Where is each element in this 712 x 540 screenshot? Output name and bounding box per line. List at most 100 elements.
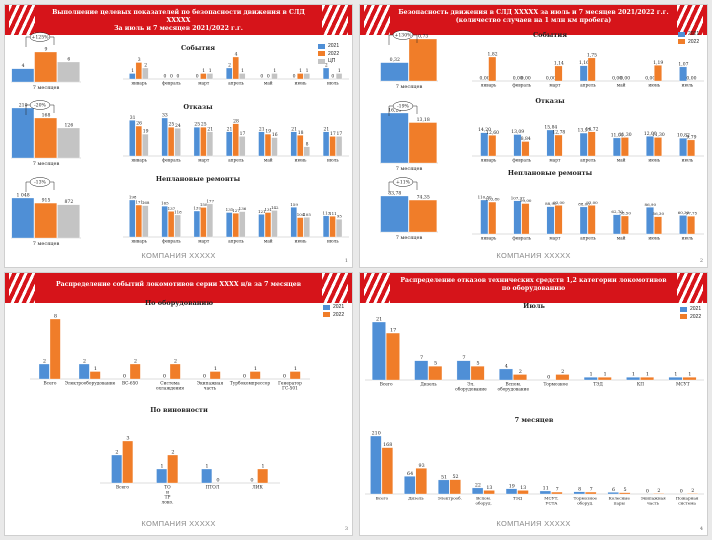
tick-label: январь	[481, 237, 497, 242]
bar	[226, 131, 233, 157]
bar	[89, 371, 101, 380]
tick-label: оборудование	[498, 388, 530, 393]
bar	[200, 127, 207, 157]
tick-label: май	[264, 82, 273, 87]
tick-label: июнь	[295, 159, 307, 164]
data-label: 168	[42, 113, 51, 119]
bar	[232, 123, 239, 157]
data-label: 0	[203, 374, 206, 380]
tick-label: система	[678, 501, 696, 506]
data-label: 1	[241, 68, 244, 74]
bar	[456, 360, 471, 381]
tick-label: и	[166, 491, 169, 496]
data-label: 0,00	[513, 76, 523, 82]
data-label: 0,32	[390, 57, 400, 63]
legend-swatch	[323, 304, 330, 310]
bar	[232, 213, 239, 238]
data-label: 1	[632, 372, 635, 378]
data-label: 11,00	[611, 132, 624, 138]
bar	[449, 479, 461, 495]
bar	[193, 210, 201, 238]
legend-swatch	[678, 31, 685, 37]
data-label: 83,78	[388, 191, 401, 197]
data-label: 0	[123, 374, 126, 380]
tick-label: май	[264, 240, 273, 245]
tick-label: май	[617, 159, 626, 164]
bar	[129, 73, 136, 80]
badge-arrow	[413, 34, 418, 43]
stripe-decoration	[9, 273, 35, 303]
data-label: 1	[205, 464, 208, 470]
data-label: 915	[42, 198, 51, 204]
tick-label: пары	[614, 501, 626, 506]
footer-company: КОМПАНИЯ XXXXX	[496, 519, 571, 528]
tick-label: февраль	[512, 84, 531, 89]
data-label: 872	[64, 199, 73, 205]
tick-label: Всего	[44, 382, 57, 387]
tick-label: КП	[637, 383, 644, 388]
data-label: 21	[259, 126, 265, 132]
tick-label: март	[549, 159, 561, 164]
bar	[142, 133, 149, 157]
stripe-decoration	[322, 5, 348, 35]
badge-arrow	[50, 36, 55, 45]
bar	[682, 377, 697, 381]
bar	[488, 201, 497, 235]
data-label: 1	[254, 366, 257, 372]
bar	[686, 493, 699, 495]
stripe-decoration	[677, 273, 703, 303]
section-title: 7 месяцев	[514, 416, 554, 424]
legend-label: 2021	[690, 306, 702, 312]
page-number: 2	[699, 258, 703, 264]
bar	[438, 479, 450, 495]
slide-title: Распределение событий локомотивов серии …	[55, 281, 302, 288]
data-label: 1,19	[653, 60, 663, 66]
data-label: 142	[271, 205, 279, 210]
data-label: 1	[209, 68, 212, 74]
data-label: 2	[144, 63, 147, 69]
tick-label: ПТОЛ	[206, 486, 220, 491]
tick-label: Электрооб.	[438, 496, 462, 501]
bar	[554, 205, 563, 235]
bar	[174, 214, 181, 238]
bar	[322, 131, 330, 157]
tick-label: Тормозное	[543, 383, 568, 388]
change-badge-label: -20%	[34, 103, 46, 109]
tick-label: Эл.	[467, 383, 474, 388]
bar	[297, 73, 304, 80]
data-label: 2	[228, 63, 231, 69]
data-label: 2	[134, 359, 137, 365]
tick-label: Генератор	[278, 382, 302, 387]
section-title: События	[532, 31, 568, 39]
tick-label: май	[264, 159, 273, 164]
slide-title: Выполнение целевых показателей по безопа…	[52, 9, 305, 32]
tick-label: январь	[131, 159, 147, 164]
bar	[232, 56, 239, 80]
data-label: 17	[330, 131, 336, 137]
bar	[517, 490, 529, 495]
data-label: 210	[19, 103, 28, 109]
bar	[271, 73, 278, 80]
data-label: 21	[227, 126, 233, 132]
data-label: 0	[250, 478, 253, 484]
tick-label: июль	[682, 237, 694, 242]
bar	[290, 207, 297, 238]
data-label: 16	[272, 132, 278, 138]
bar	[206, 203, 214, 238]
bar	[546, 206, 555, 235]
bar	[414, 360, 429, 381]
data-label: 14,20	[478, 127, 491, 133]
tick-label: июнь	[295, 82, 307, 87]
tick-label: Всего	[116, 486, 129, 491]
bar	[646, 207, 654, 235]
bar	[11, 107, 35, 159]
bar	[335, 136, 343, 157]
data-label: 1	[94, 366, 97, 372]
bar	[200, 73, 207, 80]
bar	[322, 67, 330, 80]
data-label: 99,00	[520, 198, 532, 203]
data-label: 139	[193, 206, 201, 211]
badge-arrow	[388, 34, 393, 45]
data-label: 2	[519, 369, 522, 375]
bar	[579, 132, 588, 157]
